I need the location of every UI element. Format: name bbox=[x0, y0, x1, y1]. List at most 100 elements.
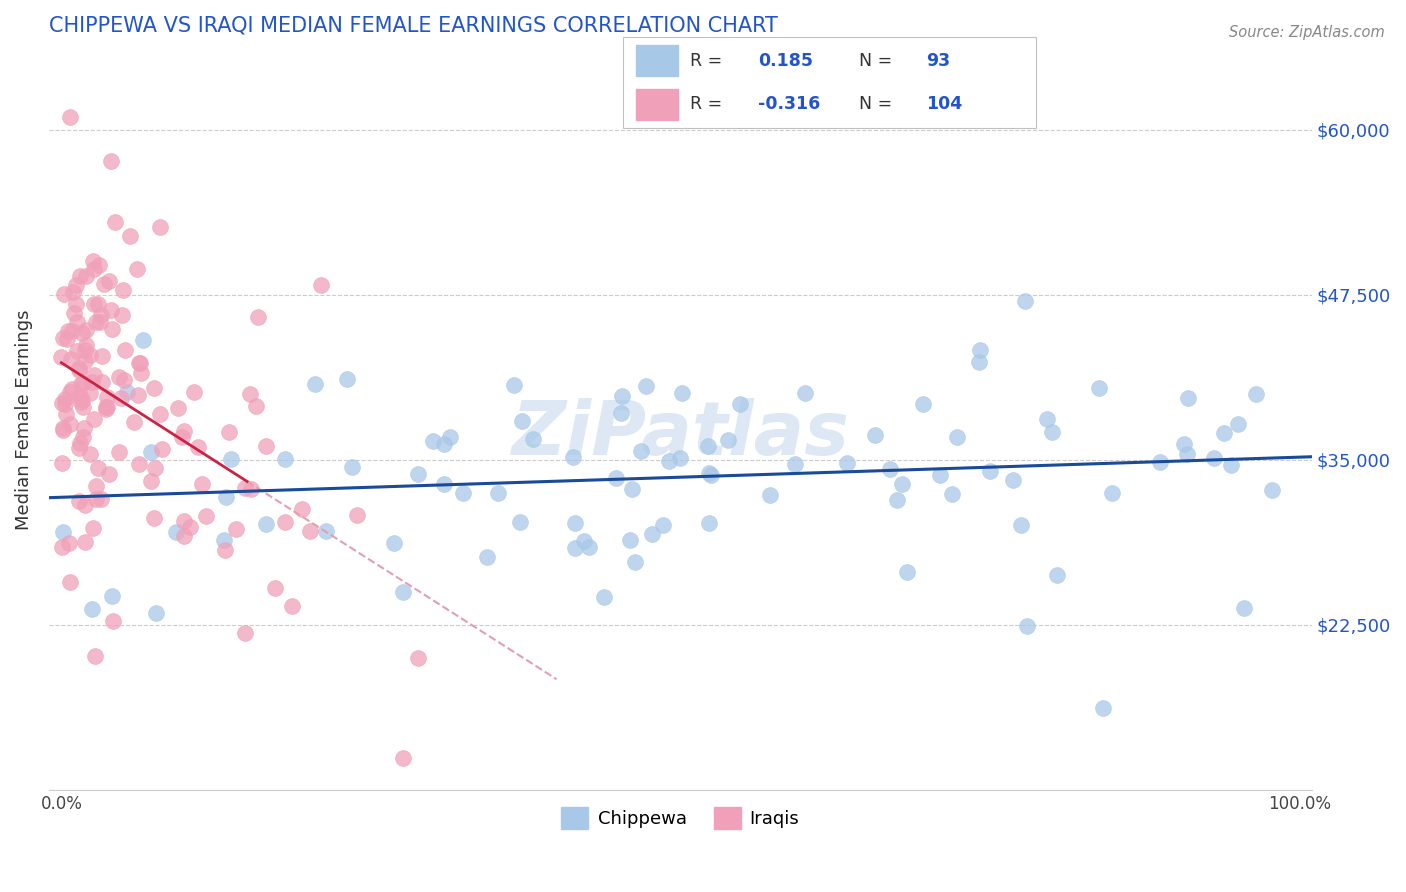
Point bbox=[83, 412, 105, 426]
Point bbox=[101, 614, 124, 628]
Point bbox=[879, 462, 901, 476]
Text: R =: R = bbox=[690, 95, 728, 113]
Point bbox=[233, 482, 256, 496]
Point bbox=[1002, 473, 1025, 487]
Point bbox=[108, 369, 131, 384]
Point bbox=[969, 343, 991, 358]
Point bbox=[142, 381, 165, 395]
Point bbox=[886, 493, 908, 508]
Point bbox=[63, 306, 86, 320]
Point bbox=[699, 468, 721, 483]
Point bbox=[179, 520, 201, 534]
Point bbox=[967, 355, 990, 369]
Point bbox=[730, 397, 752, 411]
Point bbox=[67, 493, 90, 508]
Point bbox=[65, 278, 87, 293]
Point bbox=[346, 508, 368, 523]
Point bbox=[941, 487, 963, 501]
Point bbox=[1149, 455, 1171, 469]
Point bbox=[697, 439, 720, 453]
Point bbox=[100, 154, 122, 169]
Point bbox=[91, 349, 114, 363]
Point bbox=[75, 534, 97, 549]
Point bbox=[1220, 458, 1243, 472]
Point bbox=[96, 390, 118, 404]
Point bbox=[129, 367, 152, 381]
Legend: Chippewa, Iraqis: Chippewa, Iraqis bbox=[554, 800, 807, 837]
Point bbox=[139, 445, 162, 459]
Text: 0.185: 0.185 bbox=[758, 52, 813, 70]
Point bbox=[408, 651, 430, 665]
Point bbox=[433, 476, 456, 491]
Point bbox=[235, 625, 257, 640]
Point bbox=[52, 524, 75, 539]
Point bbox=[1010, 517, 1032, 532]
Point bbox=[1204, 451, 1226, 466]
Point bbox=[187, 440, 209, 454]
Point bbox=[299, 524, 322, 539]
Point bbox=[382, 536, 405, 550]
Point bbox=[717, 433, 740, 447]
Point bbox=[112, 373, 135, 387]
Point bbox=[145, 607, 167, 621]
Point bbox=[73, 353, 96, 368]
Point bbox=[1173, 437, 1195, 451]
Point bbox=[75, 268, 97, 283]
Point bbox=[912, 397, 935, 411]
Text: -0.316: -0.316 bbox=[758, 95, 820, 113]
Point bbox=[891, 476, 914, 491]
Point bbox=[1226, 417, 1249, 431]
Point bbox=[82, 602, 104, 616]
Point bbox=[60, 382, 83, 396]
Point bbox=[72, 401, 94, 415]
Point bbox=[759, 488, 782, 502]
Point bbox=[610, 406, 633, 420]
Point bbox=[896, 565, 918, 579]
Point bbox=[72, 376, 94, 391]
Point bbox=[51, 396, 73, 410]
Point bbox=[240, 482, 263, 496]
Point bbox=[697, 467, 720, 481]
Point bbox=[183, 385, 205, 400]
Point bbox=[291, 502, 314, 516]
Point bbox=[96, 401, 118, 415]
Point bbox=[55, 332, 77, 346]
Point bbox=[254, 439, 277, 453]
Point bbox=[422, 434, 444, 449]
Point bbox=[165, 524, 187, 539]
Point bbox=[86, 297, 108, 311]
Point bbox=[433, 436, 456, 450]
Point bbox=[89, 258, 111, 272]
Point bbox=[96, 401, 118, 416]
FancyBboxPatch shape bbox=[623, 37, 1036, 128]
Text: 93: 93 bbox=[927, 52, 950, 70]
Point bbox=[62, 285, 84, 299]
Point bbox=[239, 387, 262, 401]
Point bbox=[315, 524, 337, 538]
Point bbox=[83, 648, 105, 663]
Point bbox=[125, 262, 148, 277]
Point bbox=[79, 385, 101, 400]
Point bbox=[115, 384, 138, 399]
Point bbox=[150, 442, 173, 456]
Point bbox=[636, 379, 658, 393]
Point bbox=[90, 491, 112, 506]
Point bbox=[593, 590, 616, 604]
Point bbox=[564, 541, 586, 555]
Point bbox=[273, 515, 295, 529]
Point bbox=[195, 509, 218, 524]
Point bbox=[1042, 425, 1064, 439]
Point bbox=[70, 376, 93, 391]
Point bbox=[406, 467, 429, 482]
Point bbox=[946, 430, 969, 444]
Point bbox=[225, 522, 247, 536]
Point bbox=[143, 461, 166, 475]
Point bbox=[101, 322, 124, 336]
Point bbox=[51, 457, 73, 471]
Point bbox=[623, 555, 645, 569]
Point bbox=[392, 585, 415, 599]
Point bbox=[641, 527, 664, 541]
Point bbox=[1014, 293, 1036, 308]
Point bbox=[129, 356, 152, 370]
Point bbox=[100, 303, 122, 318]
